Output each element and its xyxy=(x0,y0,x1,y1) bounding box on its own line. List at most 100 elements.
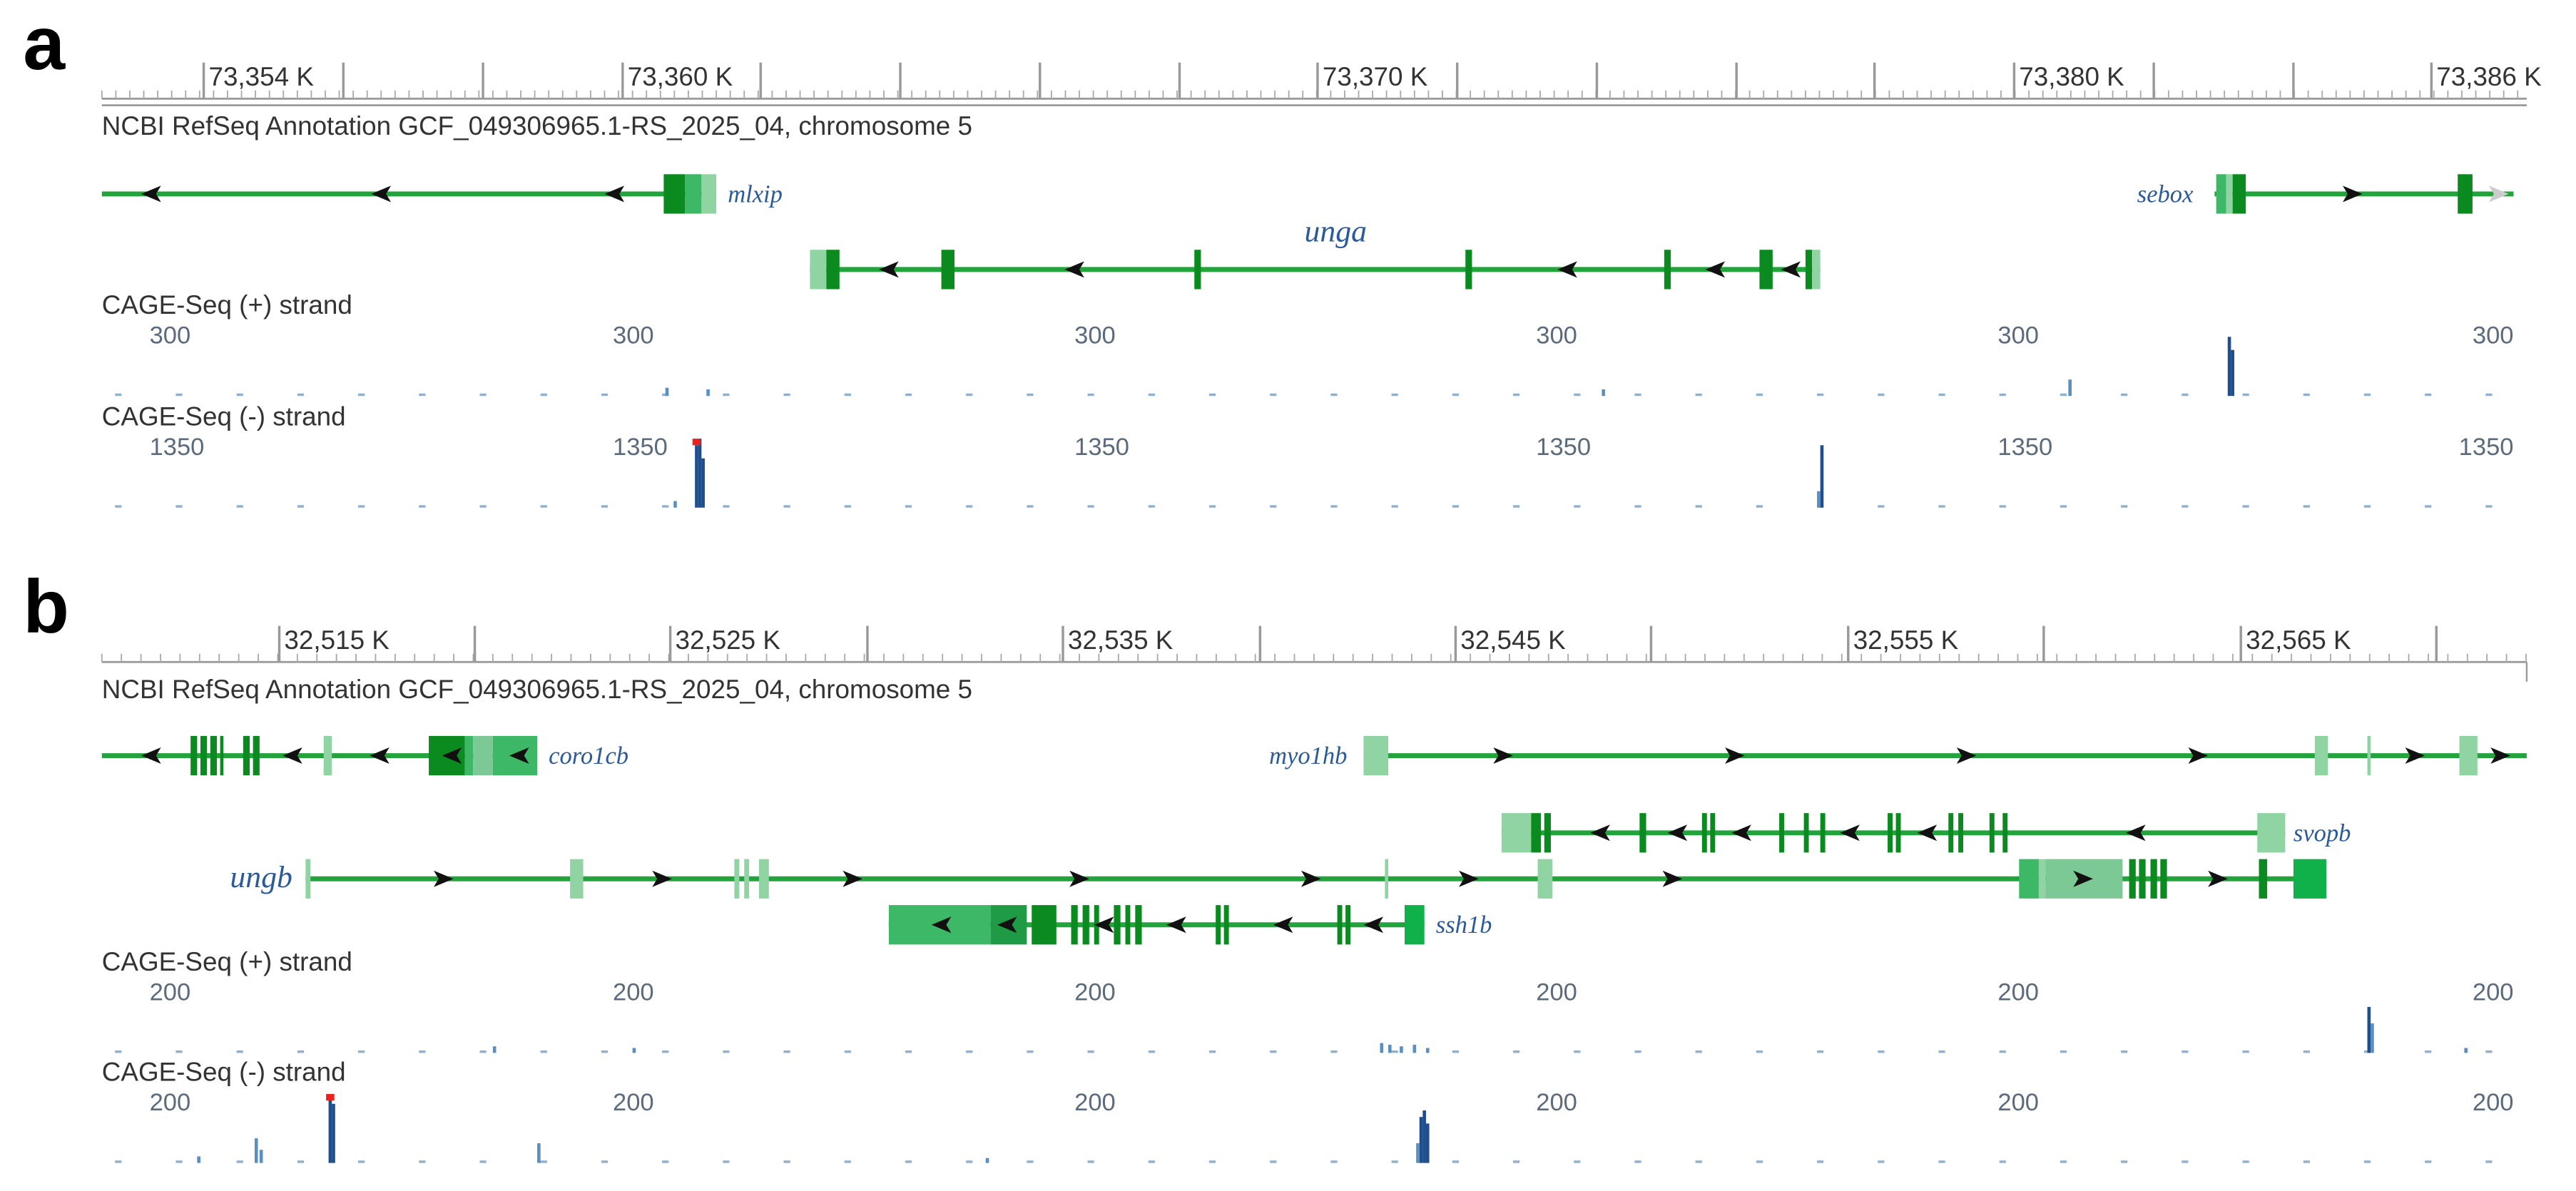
strand-arrow xyxy=(1363,916,1384,934)
signal-noise xyxy=(2182,393,2189,397)
signal-noise xyxy=(479,1160,487,1163)
signal-noise xyxy=(1634,505,1641,508)
scale-label: 200 xyxy=(1997,979,2039,1006)
signal-bar xyxy=(2464,1048,2468,1053)
signal-noise xyxy=(358,393,365,397)
gene-label: ungb xyxy=(230,860,292,894)
strand-arrow xyxy=(1667,824,1688,842)
signal-noise xyxy=(2425,393,2432,397)
signal-bar xyxy=(985,1157,989,1163)
exon xyxy=(826,250,840,290)
exon xyxy=(1537,859,1553,899)
ruler-label: 32,535 K xyxy=(1068,625,1174,655)
exon xyxy=(2002,813,2008,853)
signal-noise xyxy=(966,1050,973,1053)
strand-arrow xyxy=(509,747,529,765)
signal-bar xyxy=(1400,1046,1403,1053)
signal-bar xyxy=(2227,337,2231,397)
signal-bar xyxy=(1422,1110,1426,1163)
signal-noise xyxy=(2363,1160,2371,1163)
signal-noise xyxy=(1027,505,1034,508)
strand-arrow xyxy=(1590,824,1610,842)
signal-noise xyxy=(236,1050,243,1053)
exon xyxy=(1345,905,1351,945)
gene: svopb xyxy=(1501,813,2351,853)
signal-bar xyxy=(254,1138,258,1163)
ruler-label: 73,370 K xyxy=(1323,62,1428,91)
exon xyxy=(1888,813,1893,853)
strand-arrow xyxy=(1300,870,1321,887)
signal-noise xyxy=(1999,505,2006,508)
exon xyxy=(2160,859,2167,899)
scale-label: 1350 xyxy=(1536,434,1591,461)
signal-noise xyxy=(966,393,973,397)
signal-noise xyxy=(662,1050,669,1053)
exon xyxy=(1071,905,1078,945)
strand-arrow xyxy=(1557,261,1577,278)
signal-noise xyxy=(419,1160,426,1163)
signal-bar xyxy=(259,1150,263,1163)
exon xyxy=(941,250,955,290)
exon xyxy=(1779,813,1784,853)
signal-bar xyxy=(698,439,702,508)
strand-arrow xyxy=(2125,824,2146,842)
signal-noise xyxy=(2303,393,2310,397)
signal-noise xyxy=(479,505,487,508)
ruler-label: 73,360 K xyxy=(628,62,733,91)
signal-noise xyxy=(2060,393,2067,397)
signal-noise xyxy=(723,393,730,397)
signal-noise xyxy=(2242,505,2249,508)
panel: a 73,354 K 73,360 K 73,370 K 73,380 K 73,386 … xyxy=(23,1,2542,508)
exon xyxy=(1639,813,1646,853)
exon xyxy=(2019,859,2039,899)
exon xyxy=(190,735,198,776)
scale-label: 1350 xyxy=(150,434,205,461)
strand-arrow xyxy=(1705,261,1726,278)
track-title: NCBI RefSeq Annotation GCF_049306965.1-R… xyxy=(102,111,972,140)
signal-noise xyxy=(115,1160,122,1163)
signal-noise xyxy=(966,1160,973,1163)
signal-noise xyxy=(1452,1160,1460,1163)
exon xyxy=(2259,859,2268,899)
signal-bar xyxy=(632,1048,636,1053)
scale-label: 200 xyxy=(613,1089,654,1116)
exon xyxy=(1405,905,1425,945)
signal-noise xyxy=(1148,1050,1155,1053)
signal-bar xyxy=(1419,1117,1423,1163)
signal-bar xyxy=(1602,389,1605,397)
signal-noise xyxy=(844,505,851,508)
signal-noise xyxy=(1574,1050,1581,1053)
gene-label: myo1hb xyxy=(1269,742,1347,770)
scale-label: 300 xyxy=(2473,322,2514,349)
signal-noise xyxy=(1513,1050,1520,1053)
exon xyxy=(1803,813,1809,853)
signal-noise xyxy=(297,1160,305,1163)
signal-noise xyxy=(2485,505,2493,508)
signal-noise xyxy=(966,505,973,508)
cage-track: CAGE-Seq (-) strand 1350 1350 1350 1350 1350 1… xyxy=(102,402,2513,508)
signal-noise xyxy=(905,505,912,508)
signal-bar xyxy=(695,445,698,508)
signal-noise xyxy=(1938,1050,1945,1053)
signal-noise xyxy=(1148,1160,1155,1163)
exon xyxy=(1895,813,1901,853)
signal-noise xyxy=(2425,505,2432,508)
signal-noise xyxy=(1330,1160,1338,1163)
signal-noise xyxy=(1878,1050,1885,1053)
strand-arrow xyxy=(2488,185,2509,203)
signal-noise xyxy=(1208,393,1216,397)
exon xyxy=(570,859,584,899)
gene-label: svopb xyxy=(2294,819,2351,847)
strand-arrow xyxy=(2188,747,2209,765)
signal-noise xyxy=(1938,1160,1945,1163)
scale-label: 200 xyxy=(150,1089,191,1116)
exon xyxy=(1544,813,1551,853)
signal-noise xyxy=(175,1050,183,1053)
signal-noise xyxy=(297,505,305,508)
signal-noise xyxy=(2485,393,2493,397)
signal-noise xyxy=(1027,1050,1034,1053)
strand-arrow xyxy=(842,870,863,887)
